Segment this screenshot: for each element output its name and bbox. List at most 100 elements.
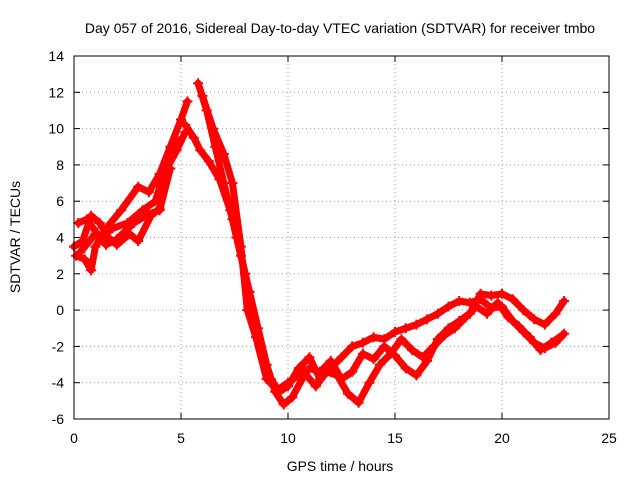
data-point: [235, 241, 246, 252]
data-point: [244, 286, 255, 297]
data-point: [77, 236, 88, 247]
chart-title: Day 057 of 2016, Sidereal Day-to-day VTE…: [85, 20, 595, 36]
data-point: [559, 296, 570, 306]
data-point: [422, 314, 433, 325]
data-point: [492, 297, 503, 308]
data-point: [180, 120, 191, 130]
x-tick-label: 10: [280, 430, 296, 446]
data-point: [300, 368, 311, 379]
data-layer: [69, 78, 570, 410]
data-point: [240, 268, 251, 279]
x-tick-label: 25: [601, 430, 617, 446]
data-point: [559, 328, 570, 339]
data-point: [165, 150, 176, 161]
axis-ticks: [73, 55, 610, 420]
y-tick-label: 8: [56, 157, 64, 173]
data-point: [443, 323, 454, 334]
data-point: [90, 241, 101, 252]
data-point: [546, 337, 557, 348]
data-point: [407, 345, 418, 355]
data-point: [524, 332, 535, 343]
data-point: [400, 323, 411, 334]
y-tick-label: 0: [56, 302, 64, 318]
data-point: [261, 374, 272, 385]
y-tick-label: -4: [52, 375, 65, 391]
data-point: [518, 326, 529, 337]
data-point: [364, 377, 375, 388]
data-point: [173, 136, 184, 147]
x-axis: 0 5 10 15 20 25: [70, 430, 617, 446]
data-point: [411, 319, 422, 330]
data-point: [347, 366, 358, 377]
data-point: [287, 392, 298, 403]
data-point: [225, 205, 236, 216]
data-point: [454, 316, 465, 326]
x-tick-label: 15: [387, 430, 403, 446]
y-tick-label: 6: [56, 193, 64, 209]
data-point: [503, 312, 514, 323]
data-point: [357, 337, 368, 348]
data-point: [507, 294, 518, 305]
data-point: [182, 96, 193, 107]
data-point: [188, 132, 199, 143]
data-point: [107, 223, 118, 234]
data-point: [464, 297, 475, 308]
data-point: [158, 169, 169, 179]
data-point: [203, 156, 214, 167]
data-point: [231, 232, 242, 243]
data-point: [428, 341, 439, 352]
data-point: [353, 397, 364, 408]
data-point: [439, 330, 450, 341]
data-point: [443, 301, 454, 312]
data-point: [116, 205, 127, 216]
data-point: [390, 350, 400, 361]
data-point: [88, 223, 99, 234]
data-point: [390, 326, 400, 337]
data-point: [556, 330, 567, 341]
data-point: [86, 265, 97, 276]
data-point: [368, 354, 379, 365]
data-point: [257, 350, 268, 361]
data-point: [218, 149, 229, 159]
data-point: [75, 247, 86, 257]
data-point: [283, 377, 293, 388]
data-point: [133, 181, 144, 192]
data-point: [486, 303, 497, 314]
x-tick-label: 5: [177, 430, 185, 446]
data-point: [101, 239, 112, 250]
y-tick-label: 4: [56, 230, 64, 246]
data-point: [357, 348, 368, 359]
data-point: [497, 288, 507, 299]
data-point: [272, 385, 283, 395]
data-point: [143, 187, 154, 198]
series-line: [72, 97, 191, 274]
data-point: [375, 359, 385, 370]
data-point: [193, 78, 204, 89]
x-tick-label: 0: [70, 430, 78, 446]
data-point: [197, 90, 208, 101]
data-point: [529, 337, 540, 348]
data-point: [176, 114, 186, 125]
data-point: [124, 228, 135, 239]
data-point: [325, 355, 336, 366]
data-point: [103, 232, 114, 243]
y-tick-label: -2: [52, 338, 65, 354]
data-point: [154, 205, 165, 216]
data-point: [454, 296, 465, 306]
data-point: [270, 386, 281, 397]
data-point: [482, 308, 492, 319]
data-point: [400, 363, 411, 374]
data-point: [73, 218, 84, 228]
data-point: [535, 345, 546, 355]
data-point: [128, 218, 139, 228]
data-point: [315, 366, 326, 377]
data-point: [250, 332, 261, 343]
data-point: [379, 341, 390, 352]
data-point: [293, 370, 304, 381]
data-point: [143, 208, 154, 219]
data-point: [464, 308, 475, 319]
data-point: [242, 305, 253, 316]
y-tick-label: 14: [48, 48, 64, 64]
data-point: [396, 334, 407, 345]
